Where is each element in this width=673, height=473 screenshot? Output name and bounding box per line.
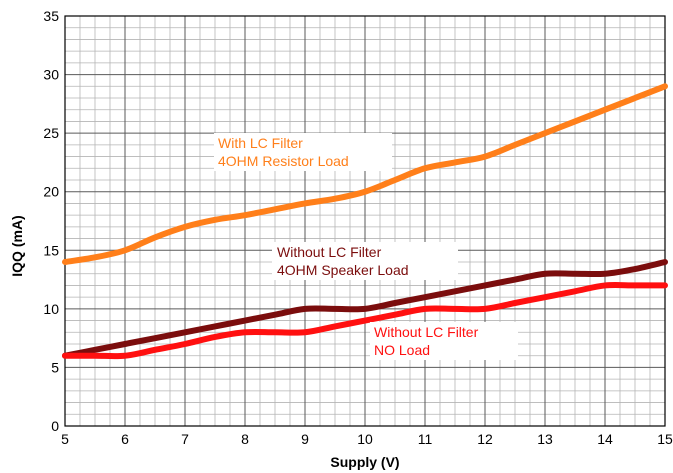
- chart-grid: [64, 15, 666, 427]
- series-label-line: 4OHM Speaker Load: [277, 262, 409, 278]
- chart-axes: [64, 15, 666, 427]
- series-label-background: [272, 242, 458, 280]
- series-label-line: Without LC Filter: [277, 244, 382, 260]
- y-tick-label: 30: [43, 67, 59, 83]
- chart-series: [62, 83, 668, 360]
- series-label-background: [370, 322, 518, 360]
- y-tick-label: 15: [43, 242, 59, 258]
- y-tick-label: 10: [43, 301, 59, 317]
- y-tick-label: 5: [51, 359, 59, 375]
- x-tick-label: 10: [357, 431, 373, 447]
- x-axis-label: Supply (V): [330, 454, 399, 470]
- y-tick-label: 25: [43, 125, 59, 141]
- series-label-line: Without LC Filter: [374, 324, 479, 340]
- series-label-no-lc-no-load: Without LC Filter NO Load: [374, 324, 479, 358]
- y-tick-label: 20: [43, 184, 59, 200]
- x-tick-label: 11: [418, 431, 433, 447]
- x-tick-label: 13: [537, 431, 553, 447]
- chart-series-labels: With LC Filter 4OHM Resistor Load Without …: [214, 133, 518, 360]
- x-tick-label: 7: [181, 431, 189, 447]
- series-line-no-lc-speaker: [62, 259, 668, 359]
- x-tick-label: 8: [241, 431, 249, 447]
- y-axis-label: IQQ (mA): [9, 215, 25, 276]
- series-label-background: [214, 133, 392, 171]
- x-tick-label: 5: [61, 431, 69, 447]
- plot-border: [64, 15, 666, 427]
- x-tick-label: 9: [301, 431, 309, 447]
- y-tick-label: 0: [51, 418, 59, 434]
- x-tick-label: 15: [657, 431, 673, 447]
- series-label-line: With LC Filter: [218, 135, 303, 151]
- series-line-lc-filter-resistor: [62, 83, 668, 265]
- x-tick-label: 14: [597, 431, 613, 447]
- series-label-line: 4OHM Resistor Load: [218, 153, 349, 169]
- x-tick-label: 6: [121, 431, 129, 447]
- series-label-line: NO Load: [374, 342, 430, 358]
- series-line-no-lc-no-load: [62, 281, 668, 360]
- x-tick-label: 12: [477, 431, 493, 447]
- series-label-no-lc-speaker: Without LC Filter 4OHM Speaker Load: [277, 244, 409, 278]
- y-tick-label: 35: [43, 8, 59, 24]
- series-label-lc-filter-resistor: With LC Filter 4OHM Resistor Load: [218, 135, 349, 169]
